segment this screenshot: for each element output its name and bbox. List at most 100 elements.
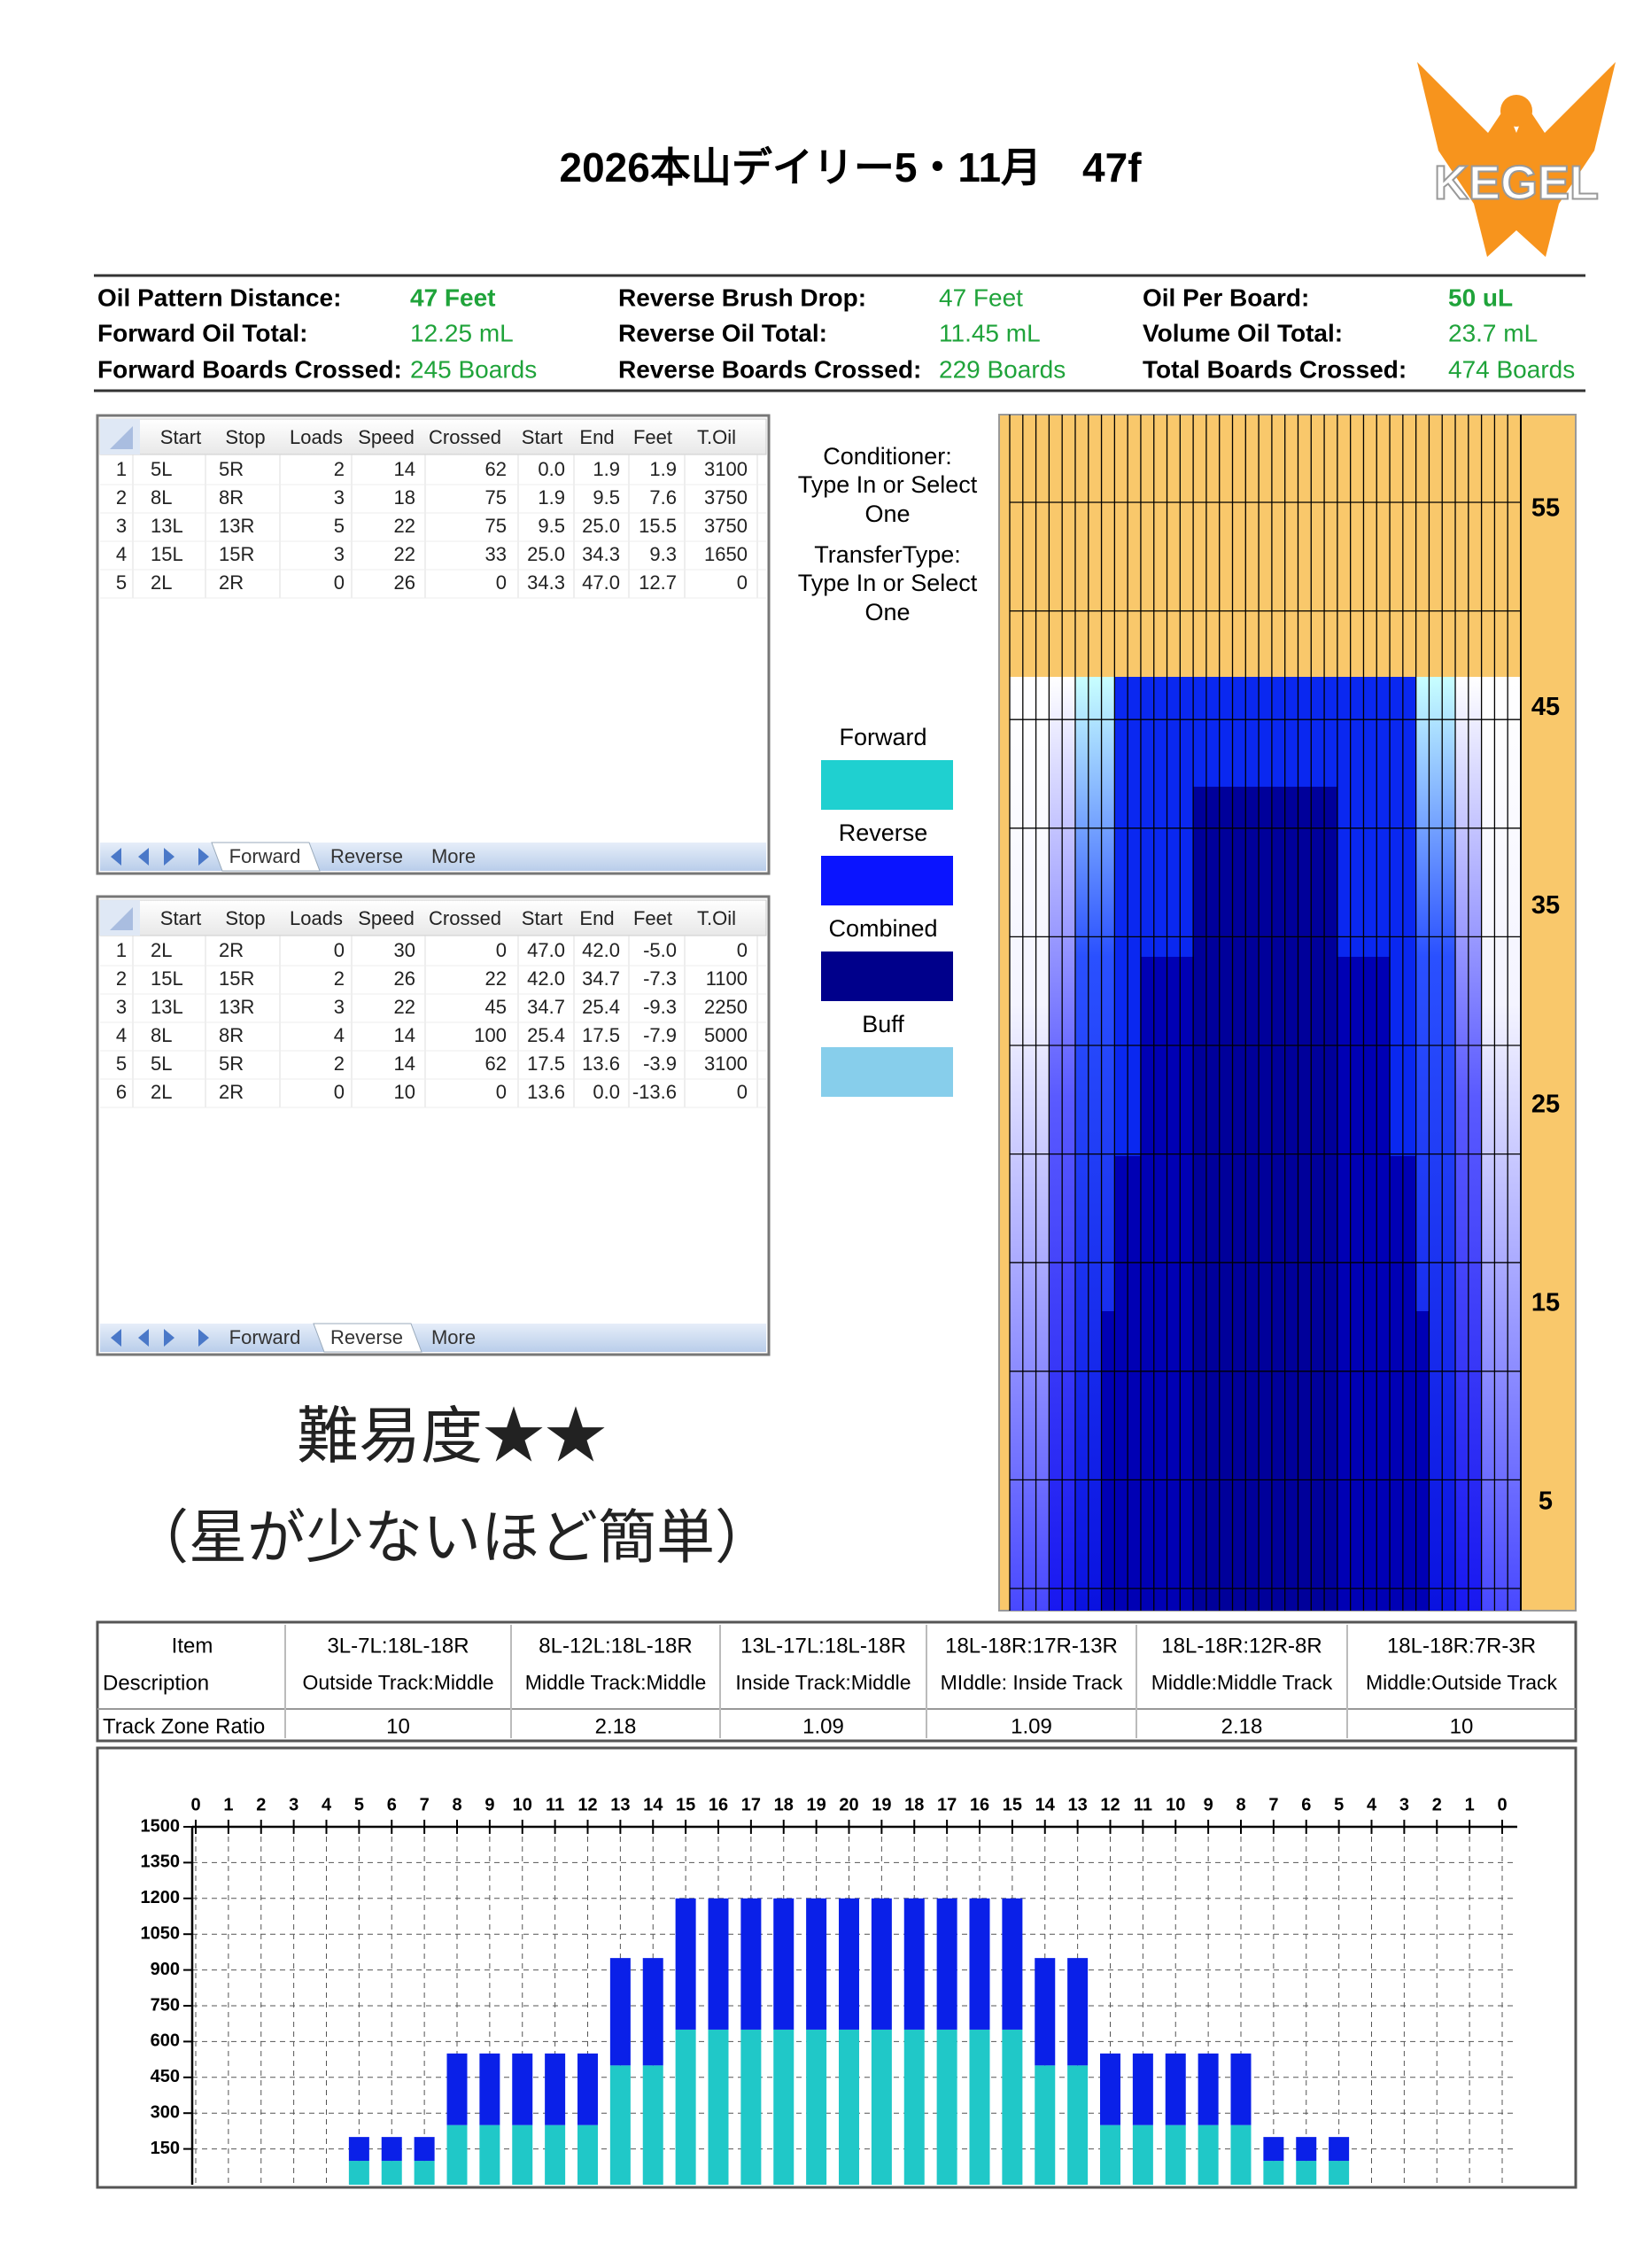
legend-swatch xyxy=(821,951,953,1001)
lane-board-combined xyxy=(1337,957,1352,1611)
x-tick-label: 16 xyxy=(970,1795,989,1814)
zone-range: 18L-18R:7R-3R xyxy=(1387,1634,1536,1658)
summary-value: 11.45 mL xyxy=(939,319,1041,346)
track-zone-table: Item Description Track Zone Ratio 3L-7L:18L… xyxy=(96,1620,1577,1743)
distance-label: 35 xyxy=(1531,891,1560,920)
x-tick-label: 10 xyxy=(513,1795,532,1814)
bar-segment xyxy=(1035,2065,1056,2185)
x-tick-label: 19 xyxy=(807,1795,826,1814)
table-cell: 45 xyxy=(485,996,507,1018)
column-header: Loads xyxy=(290,426,343,448)
column-header: T.Oil xyxy=(697,426,736,448)
x-tick-label: 10 xyxy=(1166,1795,1185,1814)
zone-range: 18L-18R:12R-8R xyxy=(1161,1634,1322,1658)
lane-board-combined xyxy=(1259,787,1273,1611)
table-frame xyxy=(96,895,771,1356)
title: 2026本山デイリー5・11月 47f xyxy=(559,144,1142,190)
table-cell: 9.3 xyxy=(649,543,677,565)
table-cell: 1.9 xyxy=(593,458,620,480)
lane-board xyxy=(1508,677,1522,1611)
lane-board-combined xyxy=(1219,787,1234,1611)
sheet-tab[interactable]: Forward xyxy=(229,1326,301,1348)
table-cell: 2R xyxy=(219,939,244,961)
zone-ratio: 2.18 xyxy=(1221,1714,1263,1738)
bar-segment xyxy=(414,2161,435,2185)
table-cell: 6 xyxy=(116,1081,127,1103)
bar-segment xyxy=(1165,2053,1186,2125)
table-cell: 0.0 xyxy=(593,1081,620,1103)
lane-board-combined xyxy=(1180,957,1194,1611)
table-cell: 8R xyxy=(219,486,244,509)
table-cell: 100 xyxy=(474,1024,507,1046)
bar-segment xyxy=(806,1898,827,2030)
ratio-label: Track Zone Ratio xyxy=(103,1714,265,1738)
column-header: Start xyxy=(522,907,562,929)
x-tick-label: 7 xyxy=(420,1795,430,1814)
x-tick-label: 2 xyxy=(1432,1795,1442,1814)
bar-segment xyxy=(773,2029,794,2185)
y-tick-label: 600 xyxy=(151,2031,180,2051)
lane-board-combined xyxy=(1350,957,1364,1611)
bar-segment xyxy=(1067,2065,1089,2185)
bar-segment xyxy=(1329,2137,1350,2162)
sheet-tab[interactable]: Forward xyxy=(229,845,301,867)
table-cell: 4 xyxy=(116,543,127,565)
difficulty-hint: （星が少ないほど簡単） xyxy=(130,1503,773,1572)
x-tick-label: 11 xyxy=(1134,1795,1152,1814)
bar-segment xyxy=(1100,2053,1120,2125)
table-cell: 8R xyxy=(219,1024,244,1046)
bar-segment xyxy=(936,1898,957,2030)
bar-segment xyxy=(740,2029,762,2185)
table-cell: -3.9 xyxy=(643,1052,677,1075)
summary-value: 12.25 mL xyxy=(410,319,514,346)
x-tick-label: 8 xyxy=(452,1795,461,1814)
bar-segment xyxy=(1296,2137,1317,2162)
table-cell: 1100 xyxy=(706,967,748,990)
zone-description: Outside Track:Middle xyxy=(302,1671,493,1694)
table-cell: 1.9 xyxy=(649,458,677,480)
table-cell: 0 xyxy=(496,939,507,961)
x-tick-label: 18 xyxy=(774,1795,794,1814)
zone-ratio: 1.09 xyxy=(1011,1714,1052,1738)
sheet-tab[interactable]: Reverse xyxy=(330,845,403,867)
table-cell: 3750 xyxy=(704,486,748,509)
bar-segment xyxy=(1198,2124,1219,2185)
lane-board xyxy=(1035,677,1050,1611)
chart-frame xyxy=(96,1746,1577,2189)
zone-ratio: 1.09 xyxy=(802,1714,844,1738)
zone-ratio: 10 xyxy=(386,1714,410,1738)
column-header: Speed xyxy=(358,907,415,929)
sheet-tab[interactable]: More xyxy=(431,845,476,867)
distance-label: 45 xyxy=(1531,693,1560,721)
lane-board xyxy=(1455,677,1469,1611)
x-tick-label: 11 xyxy=(546,1795,564,1814)
logo-bird xyxy=(1417,62,1616,257)
x-tick-label: 1 xyxy=(223,1795,233,1814)
lane-map: 55 45 35 25 15 5 xyxy=(998,414,1577,1612)
summary-label: Forward Boards Crossed: xyxy=(97,355,402,383)
zone-range: 18L-18R:17R-13R xyxy=(945,1634,1118,1658)
bar-segment xyxy=(545,2053,566,2125)
bar-segment xyxy=(446,2053,468,2125)
table-cell: 12.7 xyxy=(639,571,677,594)
x-tick-label: 17 xyxy=(937,1795,957,1814)
lane-board xyxy=(1481,677,1495,1611)
table-cell: 0 xyxy=(334,1081,345,1103)
table-cell: 2 xyxy=(116,967,127,990)
sheet-tab[interactable]: Reverse xyxy=(330,1326,403,1348)
y-tick-label: 1050 xyxy=(141,1923,181,1943)
table-cell: 2 xyxy=(116,486,127,509)
bar-segment xyxy=(1002,1898,1023,2030)
lane-board xyxy=(1049,677,1063,1611)
table-cell: 14 xyxy=(394,1052,415,1075)
bar-segment xyxy=(773,1898,794,2030)
bar-segment xyxy=(1165,2124,1186,2185)
zone-description: Middle Track:Middle xyxy=(525,1671,707,1694)
table-frame xyxy=(96,414,771,875)
tab-bar xyxy=(100,1324,766,1352)
lane-board xyxy=(1442,677,1456,1611)
sheet-tab[interactable]: More xyxy=(431,1326,476,1348)
y-tick-label: 900 xyxy=(151,1960,180,1979)
x-tick-label: 17 xyxy=(741,1795,761,1814)
